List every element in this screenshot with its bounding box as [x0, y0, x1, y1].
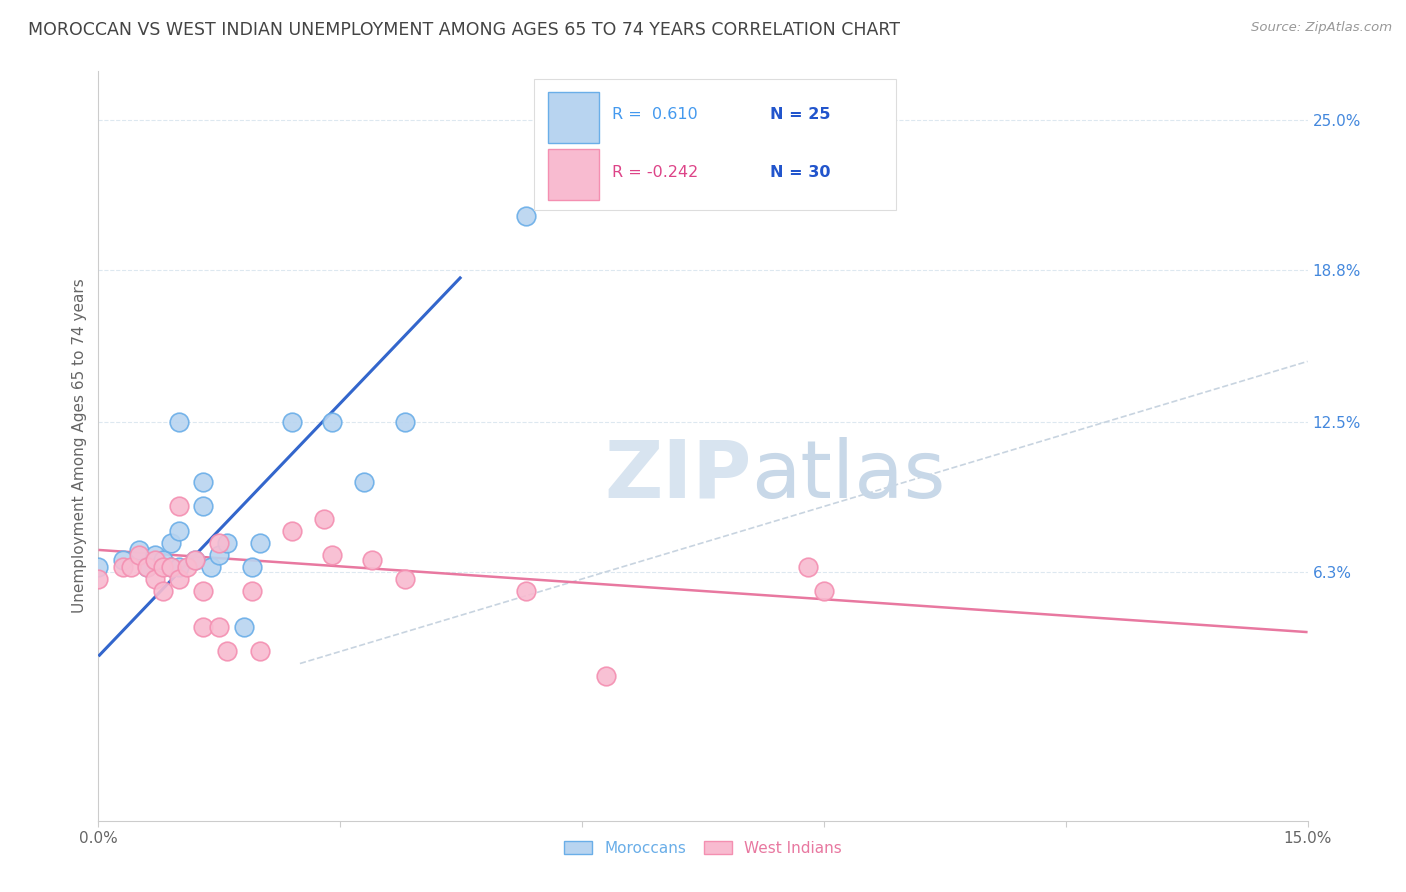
Point [152, 584, 174, 599]
Point [515, 210, 537, 224]
Point [200, 559, 222, 574]
Point [217, 644, 239, 658]
Point [87, 572, 110, 586]
Point [167, 559, 190, 574]
Point [232, 620, 254, 634]
Point [135, 559, 157, 574]
Text: MOROCCAN VS WEST INDIAN UNEMPLOYMENT AMONG AGES 65 TO 74 YEARS CORRELATION CHART: MOROCCAN VS WEST INDIAN UNEMPLOYMENT AMO… [28, 21, 900, 38]
Point [208, 535, 231, 549]
Point [314, 511, 336, 525]
Point [281, 415, 304, 429]
Point [167, 415, 190, 429]
Point [208, 548, 231, 562]
Point [515, 584, 537, 599]
FancyBboxPatch shape [548, 92, 599, 143]
FancyBboxPatch shape [534, 78, 897, 210]
Point [249, 535, 271, 549]
Point [394, 572, 416, 586]
Point [167, 524, 190, 538]
Point [152, 559, 174, 574]
Point [176, 559, 198, 574]
Point [595, 668, 617, 682]
Point [321, 548, 343, 562]
Point [160, 559, 183, 574]
Text: N = 30: N = 30 [769, 165, 830, 180]
Point [184, 552, 207, 566]
Point [193, 475, 215, 490]
Text: N = 25: N = 25 [769, 107, 830, 122]
Point [143, 572, 166, 586]
Text: atlas: atlas [751, 437, 946, 515]
Point [394, 415, 416, 429]
Point [193, 584, 215, 599]
Text: ZIP: ZIP [605, 437, 751, 515]
Point [167, 572, 190, 586]
Point [128, 548, 150, 562]
Point [87, 559, 110, 574]
Point [128, 543, 150, 558]
FancyBboxPatch shape [548, 149, 599, 200]
Point [353, 475, 375, 490]
Text: R =  0.610: R = 0.610 [613, 107, 697, 122]
Point [143, 548, 166, 562]
Point [281, 524, 304, 538]
Point [240, 559, 263, 574]
Point [143, 552, 166, 566]
Point [167, 500, 190, 514]
Point [160, 535, 183, 549]
Point [111, 559, 134, 574]
Point [249, 644, 271, 658]
Legend: Moroccans, West Indians: Moroccans, West Indians [558, 834, 848, 862]
Point [135, 559, 157, 574]
Point [797, 559, 820, 574]
Point [120, 559, 142, 574]
Point [208, 620, 231, 634]
Point [111, 552, 134, 566]
Y-axis label: Unemployment Among Ages 65 to 74 years: Unemployment Among Ages 65 to 74 years [72, 278, 87, 614]
Point [193, 500, 215, 514]
Point [813, 584, 835, 599]
Point [160, 559, 183, 574]
Point [240, 584, 263, 599]
Point [321, 415, 343, 429]
Point [217, 535, 239, 549]
Text: Source: ZipAtlas.com: Source: ZipAtlas.com [1251, 21, 1392, 34]
Text: R = -0.242: R = -0.242 [613, 165, 699, 180]
Point [193, 620, 215, 634]
Point [184, 552, 207, 566]
Point [361, 552, 384, 566]
Point [152, 552, 174, 566]
